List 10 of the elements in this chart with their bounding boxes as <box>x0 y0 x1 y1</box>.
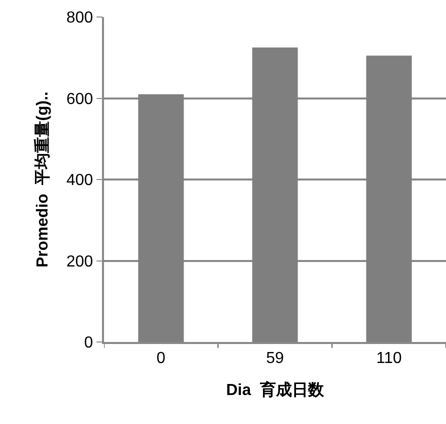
y-tick-label: 400 <box>66 172 94 190</box>
y-tick-label: 600 <box>66 90 94 108</box>
x-tick-label: 0 <box>156 350 166 367</box>
x-tick-label: 110 <box>376 350 402 367</box>
x-tick-label: 59 <box>266 350 284 367</box>
y-tick-label: 0 <box>84 334 94 352</box>
y-axis-title: Promedio 平均重量(g).. <box>34 92 52 268</box>
y-tick-label: 200 <box>66 253 94 270</box>
x-axis-title: Dia 育成日数 <box>226 380 325 400</box>
y-tick-label: 800 <box>66 10 94 27</box>
